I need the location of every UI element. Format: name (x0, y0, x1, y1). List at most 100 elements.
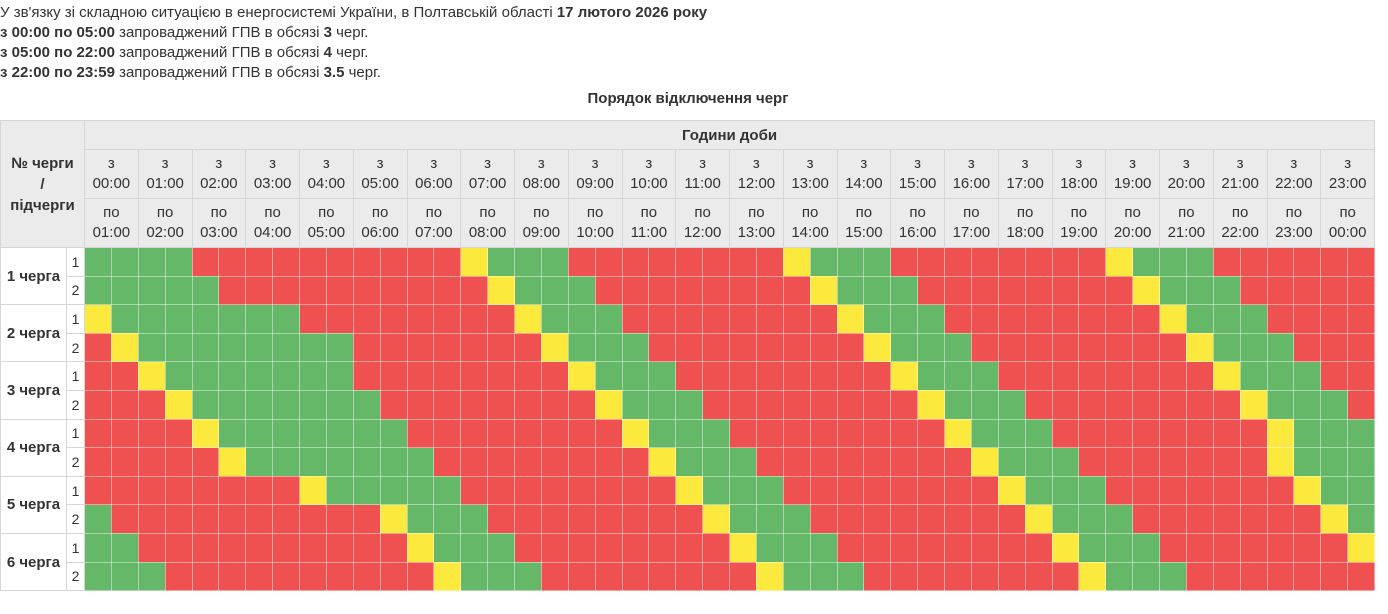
slot-off (1078, 275, 1107, 306)
slot-off (84, 447, 112, 477)
slot-off (863, 561, 892, 592)
slot-off (1132, 447, 1160, 477)
slot-off (1320, 304, 1349, 334)
hour-from-text: з 04:00 (307, 155, 346, 192)
hour-from: з 16:00 (944, 149, 999, 199)
slot-off (997, 504, 1026, 534)
slot-on (137, 561, 166, 592)
slot-off (245, 504, 274, 534)
slot-off (648, 475, 677, 506)
slot-off (567, 561, 596, 592)
slot-possible (917, 389, 945, 420)
hour-from: з 01:00 (137, 149, 193, 199)
slot-off (272, 475, 300, 506)
slot-off (809, 447, 838, 477)
slot-on (1320, 389, 1349, 420)
slot-off (863, 504, 892, 534)
slot-off (970, 247, 999, 277)
hour-from-text: з 09:00 (576, 155, 614, 192)
slot-possible (191, 418, 220, 449)
slot-off (1185, 361, 1214, 391)
hour-to: по 16:00 (890, 198, 945, 248)
notice-line: з 05:00 по 22:00 запроваджений ГПВ в обс… (0, 43, 707, 63)
slot-off (1266, 275, 1295, 306)
slot-off (675, 504, 704, 534)
slot-on (1159, 275, 1187, 306)
slot-on (487, 561, 515, 592)
slot-on (110, 275, 139, 306)
queue-row: 6 черга 1 (0, 532, 1376, 592)
slot-on (594, 361, 623, 391)
slot-on (1347, 504, 1376, 534)
slot-possible (621, 418, 650, 449)
slot-off (1212, 389, 1241, 420)
slot-off (1159, 418, 1187, 449)
slot-off (379, 332, 408, 363)
slot-on (164, 361, 193, 391)
slot-off (406, 361, 435, 391)
subqueue-label: 2 (66, 389, 85, 420)
slot-off (325, 504, 354, 534)
slot-on (621, 361, 650, 391)
slot-off (433, 247, 462, 277)
slot-off (1024, 304, 1053, 334)
slot-possible (433, 561, 462, 592)
slot-off (1320, 561, 1349, 592)
hour-from-text: з 20:00 (1167, 155, 1206, 192)
slot-off (379, 532, 408, 563)
slot-off (621, 275, 650, 306)
slot-off (84, 389, 112, 420)
slot-off (352, 247, 381, 277)
slot-off (970, 532, 999, 563)
slot-off (621, 304, 650, 334)
slot-off (675, 561, 704, 592)
slot-off (1347, 361, 1376, 391)
slot-on (514, 561, 542, 592)
slot-on (84, 504, 112, 534)
subqueue-label: 1 (66, 304, 85, 334)
slot-off (325, 275, 354, 306)
slot-off (970, 504, 999, 534)
slot-off (137, 418, 166, 449)
slot-on (540, 275, 569, 306)
slot-off (245, 247, 274, 277)
slot-off (379, 361, 408, 391)
slot-off (84, 418, 112, 449)
slot-on (890, 304, 919, 334)
slot-off (944, 304, 972, 334)
slot-off (352, 561, 381, 592)
slot-off (594, 532, 623, 563)
slot-off (809, 418, 838, 449)
slot-off (325, 561, 354, 592)
slot-on (137, 247, 166, 277)
queue-row: 2 (1, 275, 1376, 306)
slot-off (702, 361, 730, 391)
queue-row: 2 (1, 504, 1376, 534)
slot-off (218, 504, 247, 534)
slot-off (1159, 475, 1187, 506)
slot-off (1266, 247, 1295, 277)
slot-on (944, 389, 972, 420)
slot-possible (567, 361, 596, 391)
slot-on (299, 447, 327, 477)
slot-off (648, 304, 677, 334)
slot-on (863, 275, 892, 306)
slot-off (648, 561, 677, 592)
hour-to-text: по 23:00 (1275, 204, 1313, 241)
slot-on (1078, 504, 1107, 534)
slot-off (1024, 389, 1053, 420)
hour-from-text: з 10:00 (630, 155, 668, 192)
queue-label: 4 черга (0, 418, 67, 477)
hour-to: по 19:00 (1051, 198, 1107, 248)
slot-off (1024, 332, 1053, 363)
slot-on (487, 532, 515, 563)
hour-from: з 09:00 (567, 149, 623, 199)
hour-to: по 01:00 (84, 198, 139, 248)
slot-possible (997, 475, 1026, 506)
slot-off (299, 504, 327, 534)
slot-on (567, 275, 596, 306)
slot-off (1132, 361, 1160, 391)
slot-off (191, 504, 220, 534)
hour-from-text: з 05:00 (361, 155, 399, 192)
slot-off (487, 332, 515, 363)
